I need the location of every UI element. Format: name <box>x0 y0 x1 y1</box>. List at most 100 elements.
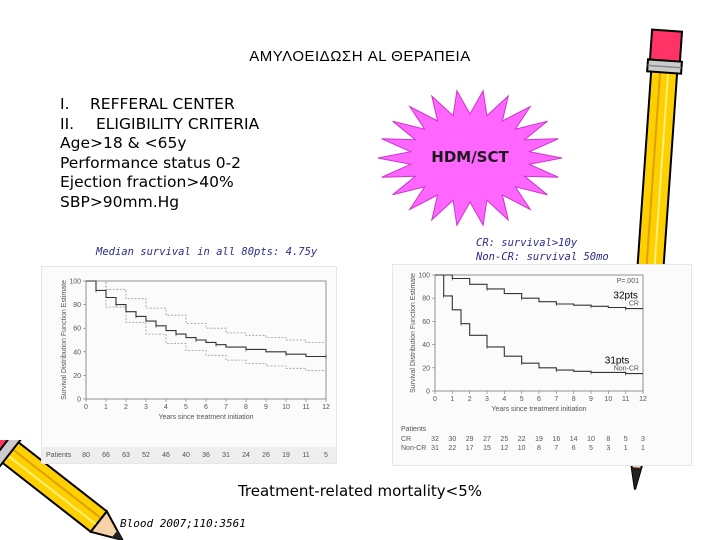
risk-table-value: 5 <box>324 452 328 459</box>
risk-table-value: 10 <box>587 436 595 443</box>
risk-table-value: 8 <box>537 445 541 452</box>
criteria-num: II. <box>60 114 75 133</box>
criteria-num: I. <box>60 95 70 113</box>
risk-table-value: 31 <box>431 445 439 452</box>
risk-table-value: 29 <box>466 436 474 443</box>
y-tick-label: 80 <box>73 302 81 309</box>
x-tick-label: 6 <box>537 396 541 403</box>
criteria-item: Performance status 0-2 <box>60 154 380 174</box>
x-tick-label: 8 <box>572 396 576 403</box>
risk-table-value: 12 <box>500 445 508 452</box>
series-end-label: Non-CR <box>614 366 639 373</box>
x-tick-label: 7 <box>224 404 228 411</box>
risk-table-value: 40 <box>182 452 190 459</box>
criteria-text: Age>18 & <65y <box>60 134 187 152</box>
risk-table-value: 15 <box>483 445 491 452</box>
x-axis-label: Years since treatment initiation <box>491 406 586 413</box>
y-tick-label: 40 <box>422 342 430 349</box>
risk-table-value: 24 <box>242 452 250 459</box>
x-tick-label: 8 <box>244 404 248 411</box>
x-tick-label: 6 <box>204 404 208 411</box>
citation: Blood 2007;110:3561 <box>120 517 246 530</box>
x-tick-label: 9 <box>264 404 268 411</box>
y-axis-label: Survival Distribution Function Estimate <box>410 273 417 393</box>
risk-table-row-label: CR <box>401 436 411 443</box>
x-tick-label: 1 <box>450 396 454 403</box>
risk-table-value: 52 <box>142 452 150 459</box>
y-tick-label: 60 <box>422 319 430 326</box>
y-tick-label: 0 <box>426 389 430 396</box>
survival-curve-1 <box>435 274 643 310</box>
risk-table-value: 6 <box>572 445 576 452</box>
risk-table-value: 3 <box>641 436 645 443</box>
plot-frame <box>434 274 644 392</box>
risk-table-row-label: Non-CR <box>401 445 426 452</box>
x-tick-label: 5 <box>520 396 524 403</box>
cr-survival-line: CR: survival>10y <box>476 237 578 249</box>
risk-table-value: 66 <box>102 452 110 459</box>
y-tick-label: 100 <box>418 273 430 280</box>
y-tick-label: 80 <box>422 296 430 303</box>
x-tick-label: 4 <box>164 404 168 411</box>
noncr-pts-label: 31pts <box>605 356 629 367</box>
risk-table-bg <box>42 447 336 463</box>
risk-table-value: 1 <box>624 445 628 452</box>
criteria-text: REFFERAL CENTER <box>90 95 235 113</box>
risk-table-value: 19 <box>282 452 290 459</box>
x-tick-label: 1 <box>104 404 108 411</box>
risk-table-value: 63 <box>122 452 130 459</box>
risk-table-value: 32 <box>431 436 439 443</box>
x-tick-label: 11 <box>622 396 629 403</box>
risk-table-value: 31 <box>222 452 230 459</box>
y-tick-label: 20 <box>73 373 81 380</box>
x-tick-label: 10 <box>282 404 290 411</box>
x-tick-label: 5 <box>184 404 188 411</box>
x-tick-label: 2 <box>124 404 128 411</box>
x-tick-label: 7 <box>554 396 558 403</box>
x-tick-label: 11 <box>302 404 309 411</box>
x-tick-label: 9 <box>589 396 593 403</box>
x-tick-label: 4 <box>502 396 506 403</box>
risk-table-value: 30 <box>448 436 456 443</box>
risk-table-value: 11 <box>302 452 309 459</box>
risk-table-value: 5 <box>589 445 593 452</box>
risk-table-value: 26 <box>262 452 270 459</box>
x-tick-label: 12 <box>322 404 330 411</box>
confidence-band-line <box>86 280 326 343</box>
risk-table-value: 80 <box>82 452 90 459</box>
risk-table-value: 27 <box>483 436 491 443</box>
series-end-label: CR <box>629 301 639 308</box>
criteria-item: Age>18 & <65y <box>60 134 380 154</box>
survival-plot-cr: 0 1 2 3 4 5 6 7 8 9 10 11 12 0 20 40 60 80 100 Years since … <box>392 264 692 466</box>
risk-table-value: 3 <box>606 445 610 452</box>
risk-table-value: 25 <box>500 436 508 443</box>
risk-table-value: 14 <box>570 436 578 443</box>
x-tick-label: 12 <box>639 396 647 403</box>
criteria-item: II. ELIGIBILITY CRITERIA <box>60 115 380 135</box>
hdm-label: HDM/SCT <box>431 148 509 166</box>
y-tick-label: 0 <box>77 397 81 404</box>
mortality-text: Treatment-related mortality<5% <box>237 482 483 500</box>
x-tick-label: 10 <box>604 396 612 403</box>
risk-table-value: 8 <box>606 436 610 443</box>
risk-table-value: 5 <box>624 436 628 443</box>
risk-table-value: 19 <box>535 436 543 443</box>
noncr-survival-line: Non-CR: survival 50mo <box>476 251 609 263</box>
risk-table-value: 22 <box>518 436 526 443</box>
y-tick-label: 20 <box>422 365 430 372</box>
criteria-list: I. REFFERAL CENTER II. ELIGIBILITY CRITERI… <box>60 95 380 212</box>
risk-table-value: 17 <box>466 445 474 452</box>
criteria-item: I. REFFERAL CENTER <box>60 95 380 115</box>
median-survival-label: Median survival in all 80pts: 4.75y <box>96 246 318 258</box>
criteria-item: Ejection fraction>40% <box>60 173 380 193</box>
y-tick-label: 40 <box>73 349 81 356</box>
x-tick-label: 2 <box>468 396 472 403</box>
survival-plot-all: 0 1 2 3 4 5 6 7 8 9 10 11 12 0 20 40 60 80 100 Years since … <box>41 266 337 464</box>
hdm-burst-shape <box>377 89 563 227</box>
survival-curve-1 <box>86 280 326 358</box>
y-axis-label: Survival Distribution Function Estimate <box>61 280 68 400</box>
criteria-text: Ejection fraction>40% <box>60 173 234 191</box>
x-tick-label: 0 <box>84 404 88 411</box>
